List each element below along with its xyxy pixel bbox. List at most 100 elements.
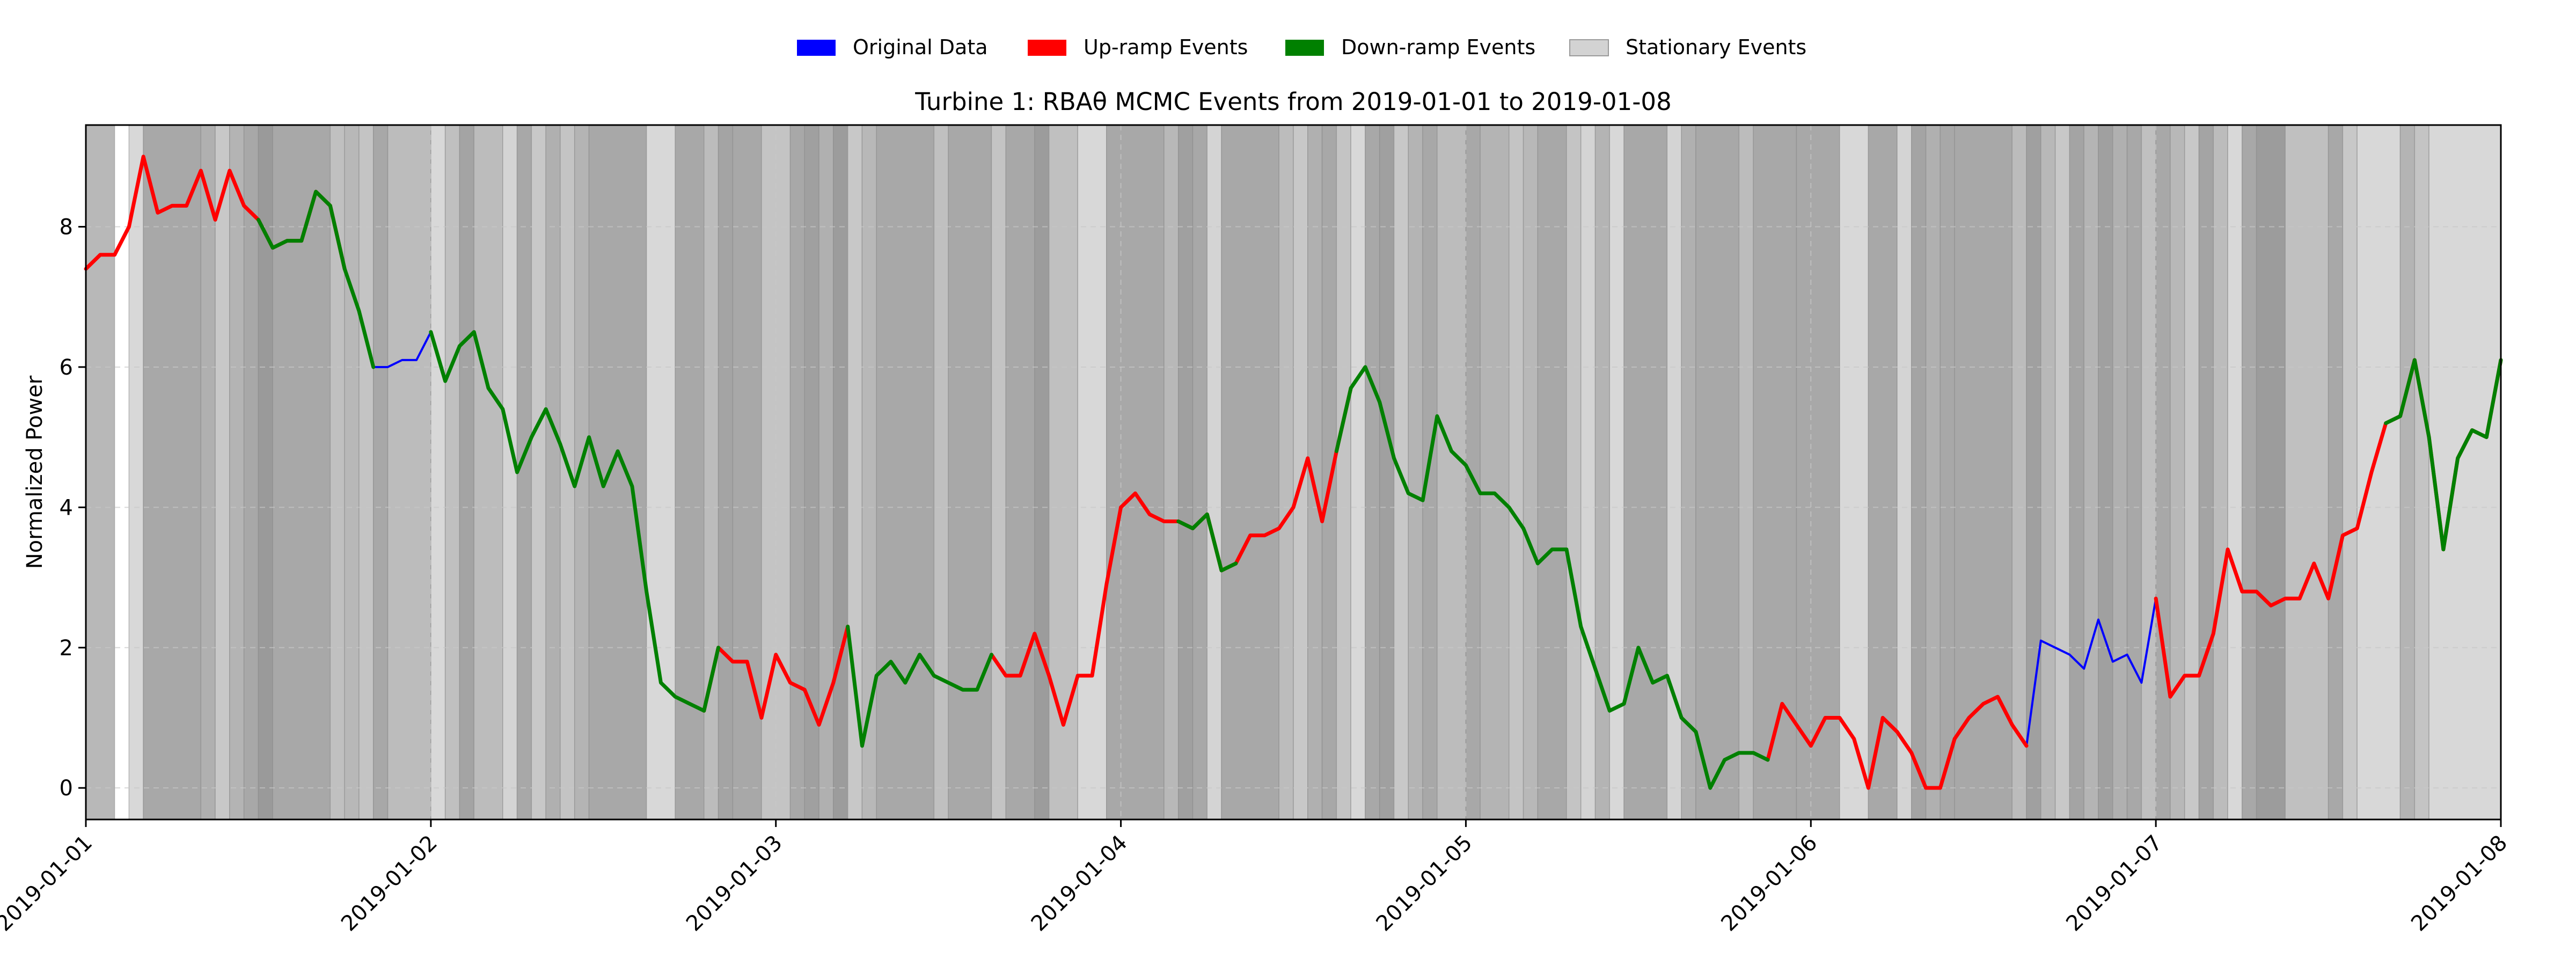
stationary-band bbox=[1695, 125, 1740, 820]
chart-title: Turbine 1: RBAθ MCMC Events from 2019-01… bbox=[914, 87, 1671, 116]
stationary-band bbox=[2414, 125, 2429, 820]
y-axis-label: Normalized Power bbox=[23, 375, 47, 569]
stationary-band bbox=[502, 125, 518, 820]
stationary-band bbox=[430, 125, 446, 820]
stationary-band bbox=[2155, 125, 2171, 820]
stationary-band bbox=[143, 125, 202, 820]
stationary-band bbox=[833, 125, 848, 820]
stationary-band bbox=[545, 125, 561, 820]
stationary-band bbox=[200, 125, 216, 820]
stationary-band bbox=[2213, 125, 2228, 820]
stationary-band bbox=[358, 125, 374, 820]
stationary-band bbox=[1077, 125, 1107, 820]
stationary-band bbox=[1422, 125, 1438, 820]
up-ramp-segment bbox=[990, 505, 1123, 727]
stationary-band bbox=[1738, 125, 1754, 820]
y-tick-label: 2 bbox=[60, 636, 73, 661]
x-tick-label: 2019-01-02 bbox=[336, 831, 442, 936]
stationary-bands bbox=[85, 125, 2501, 820]
up-ramp-segment bbox=[702, 625, 850, 727]
stationary-band bbox=[516, 125, 532, 820]
stationary-band bbox=[1523, 125, 1539, 820]
down-ramp-segment bbox=[256, 189, 376, 369]
stationary-band bbox=[1681, 125, 1696, 820]
stationary-band bbox=[1408, 125, 1423, 820]
x-tick-label: 2019-01-03 bbox=[682, 831, 787, 936]
stationary-band bbox=[2083, 125, 2099, 820]
stationary-band bbox=[2399, 125, 2416, 820]
legend-swatch bbox=[1569, 39, 1609, 56]
stationary-band bbox=[1868, 125, 1898, 820]
stationary-band bbox=[2328, 125, 2344, 820]
x-tick-label: 2019-01-07 bbox=[2061, 831, 2167, 936]
stationary-band bbox=[1753, 125, 1797, 820]
stationary-band bbox=[387, 125, 431, 820]
stationary-band bbox=[1278, 125, 1294, 820]
stationary-band bbox=[1365, 125, 1380, 820]
stationary-band bbox=[1321, 125, 1337, 820]
y-tick-label: 6 bbox=[60, 355, 73, 380]
stationary-band bbox=[1594, 125, 1611, 820]
legend-swatch bbox=[797, 40, 836, 56]
stationary-band bbox=[1177, 125, 1194, 820]
stationary-band bbox=[258, 125, 273, 820]
legend-label: Original Data bbox=[853, 35, 988, 59]
stationary-band bbox=[2126, 125, 2142, 820]
stationary-band bbox=[933, 125, 949, 820]
stationary-band bbox=[1163, 125, 1179, 820]
stationary-band bbox=[560, 125, 575, 820]
stationary-band bbox=[344, 125, 360, 820]
down-ramp-segment bbox=[1176, 512, 1238, 573]
stationary-band bbox=[789, 125, 806, 820]
stationary-band bbox=[991, 125, 1007, 820]
stationary-band bbox=[473, 125, 503, 820]
up-ramp-segment bbox=[1766, 694, 2029, 790]
y-tick-label: 8 bbox=[60, 215, 73, 240]
stationary-band bbox=[2054, 125, 2070, 820]
down-ramp-segment bbox=[2384, 358, 2503, 552]
plot-frame bbox=[85, 124, 2502, 821]
x-tick-label: 2019-01-05 bbox=[1372, 831, 1477, 936]
stationary-band bbox=[2011, 125, 2027, 820]
stationary-band bbox=[1537, 125, 1567, 820]
x-tick-label: 2019-01-01 bbox=[0, 831, 97, 936]
stationary-band bbox=[243, 125, 259, 820]
x-tick-label: 2019-01-08 bbox=[2406, 831, 2512, 936]
y-tick-label: 4 bbox=[60, 495, 73, 520]
stationary-band bbox=[1911, 125, 1927, 820]
stationary-band bbox=[704, 125, 719, 820]
legend: Original Data Up-ramp Events Down-ramp Eve… bbox=[797, 35, 1806, 59]
stationary-band bbox=[1437, 125, 1467, 820]
stationary-band bbox=[272, 125, 331, 820]
stationary-band bbox=[2342, 125, 2358, 820]
down-ramp-segment bbox=[846, 625, 993, 748]
stationary-band bbox=[2285, 125, 2329, 820]
stationary-band bbox=[732, 125, 762, 820]
stationary-band bbox=[531, 125, 546, 820]
stationary-band bbox=[459, 125, 474, 820]
stationary-band bbox=[85, 125, 115, 820]
stationary-band bbox=[2227, 125, 2243, 820]
stationary-band bbox=[1336, 125, 1351, 820]
y-tick-label: 0 bbox=[60, 776, 73, 801]
stationary-band bbox=[2112, 125, 2128, 820]
stationary-band bbox=[1940, 125, 1955, 820]
legend-label: Stationary Events bbox=[1626, 35, 1806, 59]
legend-swatch bbox=[1028, 40, 1066, 56]
stationary-band bbox=[1034, 125, 1050, 820]
stationary-band bbox=[2198, 125, 2214, 820]
stationary-band bbox=[675, 125, 705, 820]
legend-swatch bbox=[1285, 40, 1324, 56]
stationary-band bbox=[2098, 125, 2113, 820]
stationary-band bbox=[1954, 125, 2013, 820]
stationary-band bbox=[1897, 125, 1912, 820]
stationary-band bbox=[646, 125, 676, 820]
stationary-band bbox=[2256, 125, 2286, 820]
legend-label: Up-ramp Events bbox=[1084, 35, 1248, 59]
stationary-band bbox=[444, 125, 460, 820]
stationary-band bbox=[1666, 125, 1682, 820]
stationary-band bbox=[1106, 125, 1165, 820]
stationary-band bbox=[2357, 125, 2401, 820]
stationary-band bbox=[1839, 125, 1869, 820]
